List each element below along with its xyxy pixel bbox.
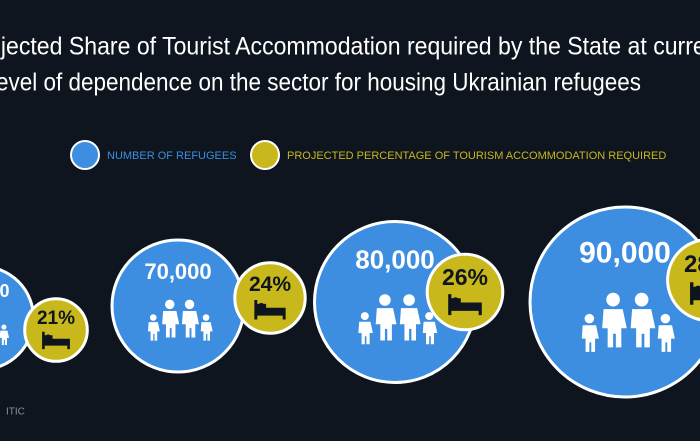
refugee-label: 60,000 bbox=[0, 281, 10, 301]
icon bbox=[422, 321, 438, 345]
icon bbox=[584, 313, 595, 324]
icon bbox=[200, 322, 213, 341]
chart-subtitle: level of dependence on the sector for ho… bbox=[0, 69, 641, 97]
icon bbox=[162, 310, 180, 338]
icon bbox=[147, 322, 160, 341]
family-icon bbox=[581, 292, 675, 352]
icon bbox=[634, 292, 649, 307]
percent-label: 24% bbox=[249, 273, 291, 296]
bed-icon bbox=[45, 334, 51, 340]
icon bbox=[660, 313, 671, 324]
icon bbox=[181, 310, 200, 338]
bed-icon bbox=[694, 285, 700, 293]
refugee-label: 80,000 bbox=[355, 245, 435, 275]
icon bbox=[657, 325, 675, 352]
refugee-label: 90,000 bbox=[579, 236, 671, 269]
icon bbox=[149, 314, 157, 321]
icon bbox=[602, 309, 627, 348]
percent-bubble bbox=[233, 261, 307, 335]
legend-label: PROJECTED PERCENTAGE OF TOURISM ACCOMMOD… bbox=[287, 150, 666, 162]
icon bbox=[360, 312, 369, 321]
source: ITIC bbox=[6, 407, 25, 418]
family-icon bbox=[358, 294, 438, 345]
icon bbox=[606, 292, 620, 307]
icon bbox=[375, 308, 397, 341]
icon bbox=[379, 294, 391, 306]
icon bbox=[358, 321, 373, 345]
percent-bubble bbox=[23, 297, 89, 363]
refugee-label: 70,000 bbox=[144, 259, 211, 284]
icon bbox=[630, 309, 656, 348]
legend-swatch bbox=[70, 140, 100, 170]
icon bbox=[399, 308, 421, 341]
icon bbox=[403, 294, 415, 306]
family-icon bbox=[147, 299, 213, 341]
icon bbox=[425, 312, 434, 321]
bed-icon bbox=[258, 302, 265, 309]
legend-label: NUMBER OF REFUGEES bbox=[107, 150, 237, 162]
icon bbox=[581, 325, 599, 352]
bed-icon bbox=[452, 297, 459, 304]
icon bbox=[1, 324, 7, 330]
percent-bubble bbox=[425, 252, 505, 332]
icon bbox=[0, 330, 10, 346]
legend-swatch bbox=[250, 140, 280, 170]
chart-title: Projected Share of Tourist Accommodation… bbox=[0, 33, 700, 61]
icon bbox=[165, 299, 175, 310]
percent-label: 21% bbox=[37, 308, 75, 329]
percent-label: 26% bbox=[442, 264, 488, 290]
percent-label: 28% bbox=[684, 251, 700, 278]
family-icon bbox=[0, 324, 10, 346]
icon bbox=[202, 314, 210, 321]
icon bbox=[184, 299, 195, 310]
